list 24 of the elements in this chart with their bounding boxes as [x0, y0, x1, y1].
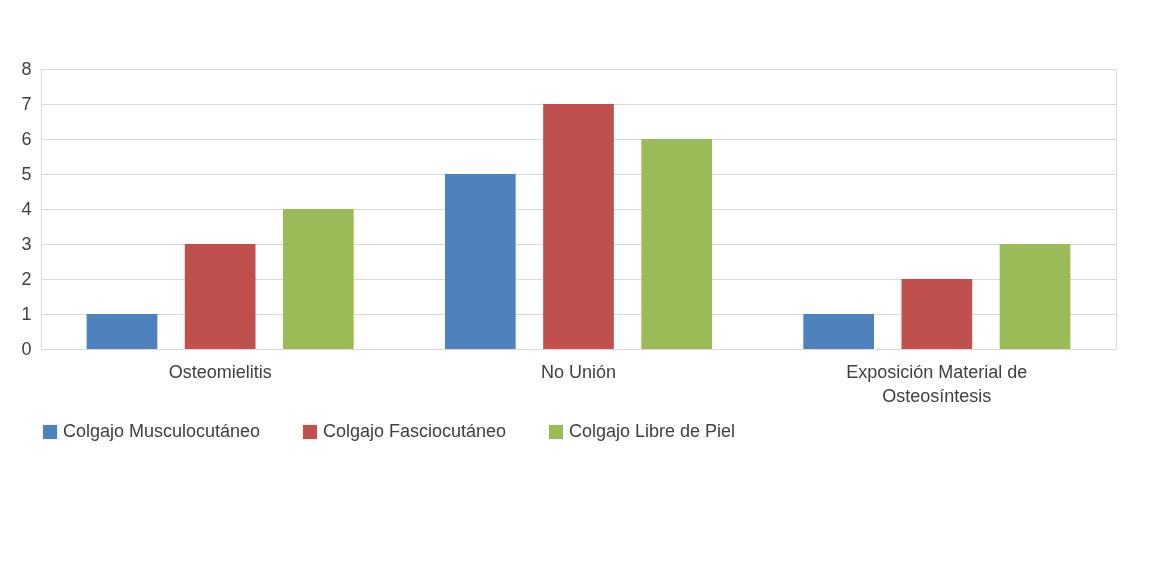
y-tick-label: 6	[21, 128, 32, 149]
bar	[283, 209, 354, 349]
legend-label: Colgajo Libre de Piel	[569, 421, 736, 441]
y-tick-label: 8	[21, 58, 32, 79]
bar	[86, 314, 158, 349]
y-tick-label: 2	[21, 268, 32, 289]
bar	[999, 244, 1071, 349]
y-tick-label: 1	[21, 303, 32, 324]
y-tick-label: 4	[21, 198, 32, 219]
y-tick-label: 3	[21, 233, 32, 254]
bar	[803, 314, 874, 349]
legend-label: Colgajo Musculocutáneo	[63, 421, 261, 441]
x-tick-label: Exposición Material de Osteosíntesis	[846, 361, 1028, 406]
bar	[641, 139, 713, 349]
y-tick-label: 7	[21, 93, 32, 114]
x-tick-label: Osteomielitis	[168, 361, 272, 382]
x-tick-label: No Unión	[540, 361, 617, 382]
bar	[184, 244, 256, 349]
bar	[543, 104, 614, 349]
y-tick-label: 5	[21, 163, 32, 184]
bar	[444, 174, 516, 349]
legend-label: Colgajo Fasciocutáneo	[323, 421, 507, 441]
bar	[901, 279, 973, 349]
y-tick-label: 0	[21, 338, 32, 359]
